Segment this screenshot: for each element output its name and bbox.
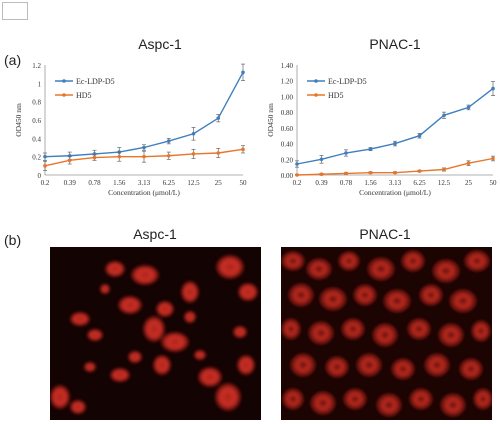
legend-marker bbox=[62, 79, 66, 83]
x-tick-label: 3.13 bbox=[389, 179, 402, 187]
x-axis-label: Concentration (μmol/L) bbox=[108, 188, 180, 197]
y-tick-label: 1.20 bbox=[281, 78, 294, 86]
data-point bbox=[295, 173, 299, 177]
micrograph-pnac1 bbox=[281, 247, 492, 420]
x-tick-label: 50 bbox=[240, 179, 248, 187]
legend-marker bbox=[62, 93, 66, 97]
data-point bbox=[442, 113, 446, 118]
data-point bbox=[142, 145, 146, 150]
chart-pnac1: 0.00 0.20 0.40 0.60 0.80 1.00 1.20 1.40 0.2 0.39 0… bbox=[266, 62, 498, 197]
legend-label: HD5 bbox=[328, 91, 344, 100]
data-point bbox=[319, 172, 324, 177]
x-tick-label: 1.56 bbox=[364, 179, 377, 187]
data-point bbox=[43, 164, 47, 168]
y-tick-label: 0.40 bbox=[281, 141, 294, 149]
x-tick-label: 0.39 bbox=[64, 179, 77, 187]
data-point bbox=[67, 158, 72, 163]
chart-title-aspc1: Aspc-1 bbox=[138, 36, 182, 52]
legend-label: HD5 bbox=[76, 91, 92, 100]
chart-title-pnac1: PNAC-1 bbox=[369, 36, 421, 52]
x-tick-label: 0.2 bbox=[41, 179, 50, 187]
y-axis-label: OD450 nm bbox=[14, 103, 23, 137]
x-tick-label: 6.25 bbox=[413, 179, 426, 187]
y-tick-label: 0.60 bbox=[281, 125, 294, 133]
x-tick-label: 12.5 bbox=[438, 179, 451, 187]
data-point bbox=[344, 171, 348, 176]
x-tick-label: 12.5 bbox=[187, 179, 200, 187]
y-tick-label: 0.4 bbox=[32, 135, 41, 143]
data-point bbox=[491, 86, 495, 91]
legend-marker bbox=[314, 79, 318, 83]
data-point bbox=[319, 157, 324, 162]
data-point bbox=[216, 116, 221, 120]
y-tick-label: 1 bbox=[38, 80, 42, 88]
micrograph-aspc1-image bbox=[50, 247, 261, 420]
y-axis-label: OD450 nm bbox=[266, 103, 275, 137]
data-point bbox=[417, 133, 422, 138]
data-point bbox=[368, 170, 373, 175]
data-point bbox=[166, 153, 171, 158]
data-point bbox=[191, 131, 196, 136]
micrograph-aspc1 bbox=[50, 247, 261, 420]
chart-aspc1: 00.20.40.60.811.20.2 0.39 0.78 1.56 3.13 6.25… bbox=[14, 62, 248, 197]
panel-a-label: (a) bbox=[4, 52, 22, 68]
y-tick-label: 1.40 bbox=[281, 62, 294, 70]
legend-label: Ec-LDP-D5 bbox=[76, 77, 115, 86]
y-tick-label: 0.2 bbox=[32, 154, 41, 162]
data-point bbox=[368, 147, 373, 151]
data-point bbox=[43, 154, 47, 159]
y-tick-label: 1.2 bbox=[32, 62, 41, 70]
data-point bbox=[142, 154, 146, 159]
data-point bbox=[241, 70, 245, 75]
series-line bbox=[296, 88, 494, 165]
x-tick-label: 0.78 bbox=[340, 179, 353, 187]
data-point bbox=[417, 169, 422, 173]
y-tick-label: 0.20 bbox=[281, 156, 294, 164]
data-point bbox=[117, 154, 122, 159]
y-tick-label: 0.00 bbox=[281, 172, 294, 180]
header-thumbnail bbox=[2, 2, 28, 20]
data-point bbox=[191, 152, 196, 156]
y-tick-label: 0 bbox=[38, 172, 42, 180]
micrograph-title-pnac1: PNAC-1 bbox=[359, 226, 411, 242]
data-point bbox=[393, 170, 397, 175]
x-tick-label: 6.25 bbox=[163, 179, 176, 187]
x-axis-label: Concentration (μmol/L) bbox=[359, 188, 431, 197]
data-point bbox=[166, 139, 171, 143]
data-point bbox=[393, 141, 397, 146]
x-tick-label: 1.56 bbox=[113, 179, 126, 187]
data-point bbox=[442, 167, 446, 172]
data-point bbox=[466, 105, 471, 110]
x-tick-label: 0.78 bbox=[88, 179, 101, 187]
legend-label: Ec-LDP-D5 bbox=[328, 77, 367, 86]
data-point bbox=[92, 155, 97, 160]
x-tick-label: 3.13 bbox=[138, 179, 151, 187]
legend-marker bbox=[314, 93, 318, 97]
data-point bbox=[344, 151, 348, 155]
x-tick-label: 25 bbox=[465, 179, 473, 187]
x-tick-label: 0.2 bbox=[293, 179, 302, 187]
data-point bbox=[241, 147, 245, 152]
data-point bbox=[466, 161, 471, 166]
micrograph-title-aspc1: Aspc-1 bbox=[133, 226, 177, 242]
data-point bbox=[295, 162, 299, 166]
y-tick-label: 1.00 bbox=[281, 93, 294, 101]
y-tick-label: 0.80 bbox=[281, 109, 294, 117]
y-tick-label: 0.8 bbox=[32, 99, 41, 107]
micrograph-pnac1-image bbox=[281, 247, 492, 420]
data-point bbox=[216, 151, 221, 155]
x-tick-label: 0.39 bbox=[315, 179, 328, 187]
panel-b-label: (b) bbox=[4, 232, 22, 248]
series-line bbox=[44, 72, 244, 158]
x-tick-label: 50 bbox=[490, 179, 498, 187]
data-point bbox=[491, 156, 495, 161]
x-tick-label: 25 bbox=[215, 179, 223, 187]
y-tick-label: 0.6 bbox=[32, 117, 41, 125]
